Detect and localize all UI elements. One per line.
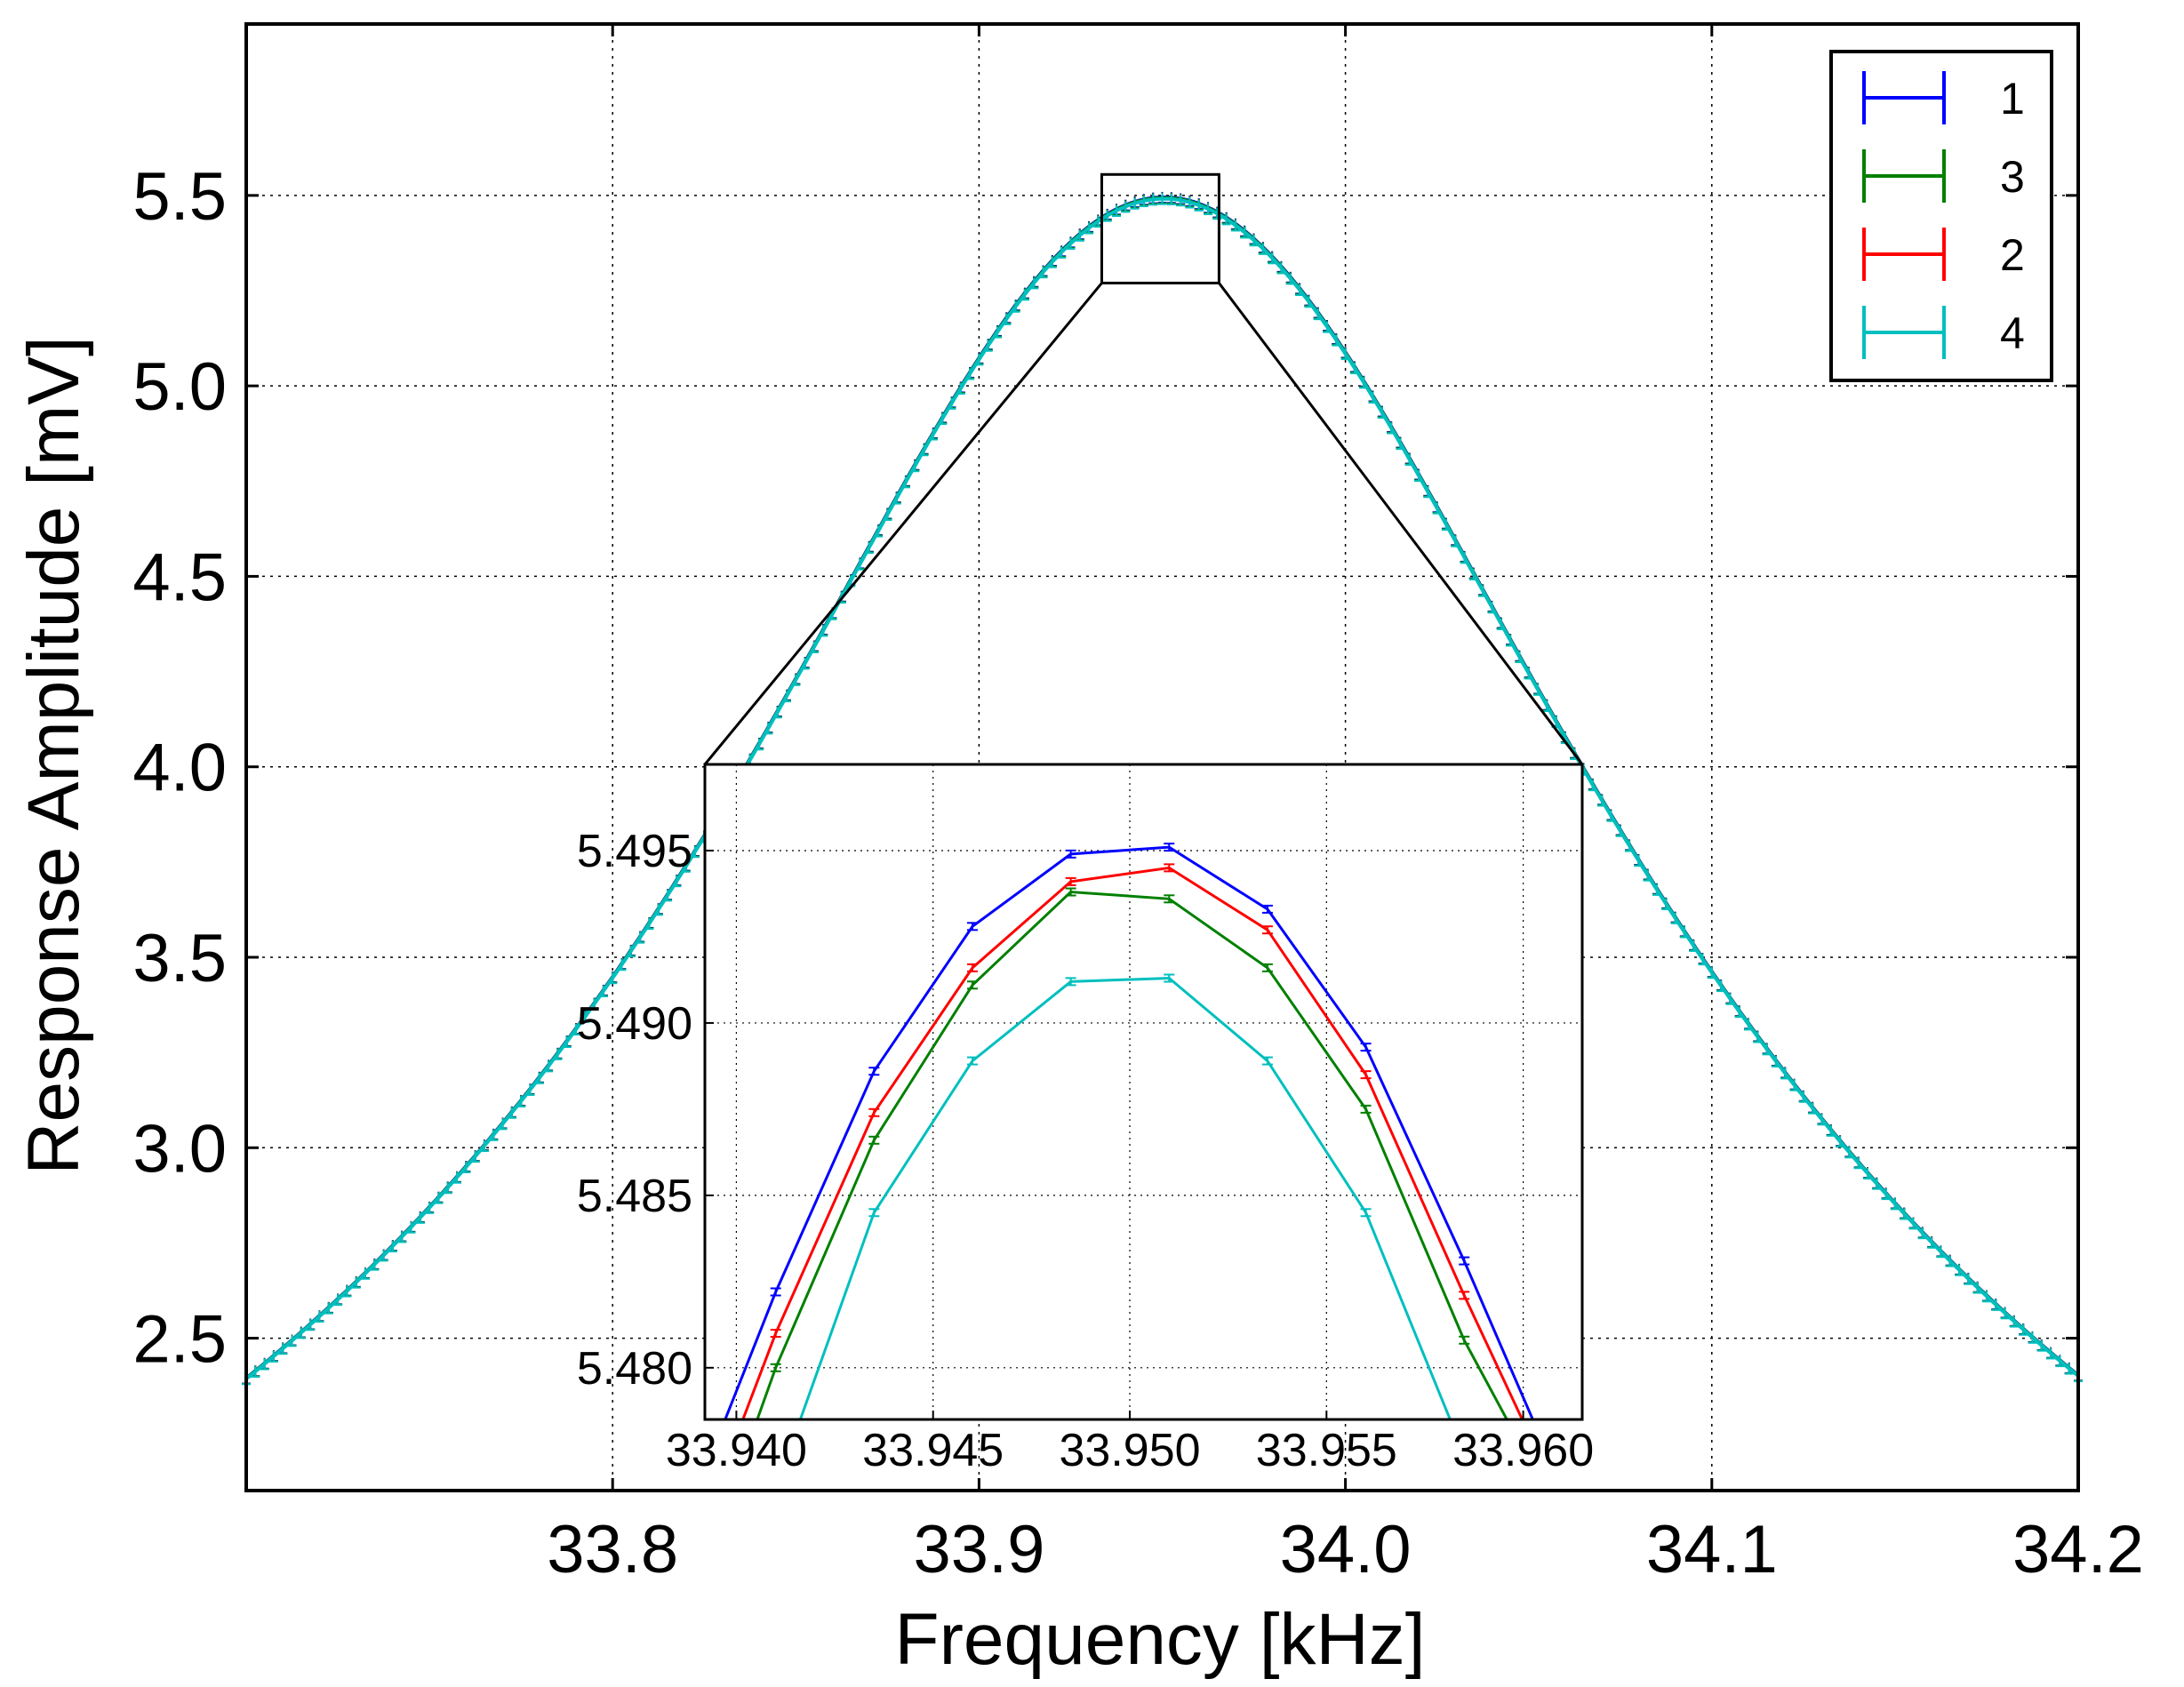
- main-y-tick-label: 3.0: [132, 1111, 227, 1187]
- main-x-tick-label: 34.0: [1280, 1512, 1412, 1587]
- main-y-tick-label: 5.0: [132, 349, 227, 425]
- legend-item-4: 4: [1862, 306, 2025, 359]
- main-x-tick-label: 33.9: [913, 1512, 1044, 1587]
- legend-item-2: 2: [1862, 228, 2025, 281]
- inset-x-tick-label: 33.950: [1059, 1425, 1200, 1476]
- main-errorbars-4: [242, 193, 2083, 1386]
- inset-background: [705, 764, 1582, 1419]
- main-y-tick-label: 4.5: [132, 540, 227, 615]
- inset-y-tick-label: 5.490: [577, 998, 692, 1050]
- main-x-tick-label: 34.2: [2012, 1512, 2144, 1587]
- zoom-box: [1100, 172, 1220, 284]
- main-x-tick-label: 33.8: [547, 1512, 678, 1587]
- inset-y-tick-label: 5.480: [577, 1343, 692, 1395]
- inset-series-line-1: [724, 845, 1534, 1419]
- inset-y-tick-label: 5.485: [577, 1171, 692, 1222]
- main-y-tick-label: 4.0: [132, 731, 227, 806]
- zoom-connector-right: [1218, 282, 1584, 765]
- inset-series-line-2: [741, 866, 1524, 1419]
- main-y-tick-label: 5.5: [132, 159, 227, 235]
- main-grid: [246, 24, 2079, 1491]
- inset-series-line-4: [798, 976, 1452, 1419]
- zoom-connector-left: [703, 282, 1103, 765]
- y-axis-label: Response Amplitude [mV]: [13, 336, 94, 1174]
- legend-label: 4: [2000, 308, 2025, 358]
- main-x-tick-label: 34.1: [1646, 1512, 1778, 1587]
- inset-x-tick-label: 33.960: [1452, 1425, 1594, 1476]
- zoom-indicator: [703, 172, 1584, 765]
- main-series-group: [242, 191, 2083, 1386]
- legend-label: 2: [2000, 230, 2025, 280]
- inset-x-tick-label: 33.940: [666, 1425, 807, 1476]
- legend: 1 3 2 4: [1829, 50, 2053, 382]
- legend-label: 3: [2000, 152, 2025, 202]
- main-plot-frame: [244, 22, 2080, 1492]
- inset-x-tick-label: 33.955: [1256, 1425, 1397, 1476]
- main-y-tick-label: 2.5: [132, 1302, 227, 1378]
- inset-ticks: 33.940 33.945 33.950 33.955 33.960 5.480 5.485…: [577, 826, 1594, 1476]
- inset-y-tick-label: 5.495: [577, 826, 692, 877]
- inset-plot-area: [724, 843, 1534, 1419]
- inset-x-tick-label: 33.945: [862, 1425, 1004, 1476]
- legend-item-3: 3: [1862, 149, 2025, 203]
- main-ticks: 33.8 33.9 34.0 34.1 34.2 2.5 3.0 3.5 4.0 4.5 5.0 5.…: [132, 24, 2144, 1587]
- inset-series-group: [724, 843, 1534, 1419]
- legend-item-1: 1: [1862, 71, 2025, 124]
- x-axis-label: Frequency [kHz]: [895, 1599, 1426, 1680]
- legend-label: 1: [2000, 74, 2025, 124]
- legend-frame: [1829, 50, 2053, 382]
- inset-frame: [703, 763, 1584, 1421]
- main-y-tick-label: 3.5: [132, 921, 227, 996]
- inset-series-line-3: [756, 890, 1508, 1419]
